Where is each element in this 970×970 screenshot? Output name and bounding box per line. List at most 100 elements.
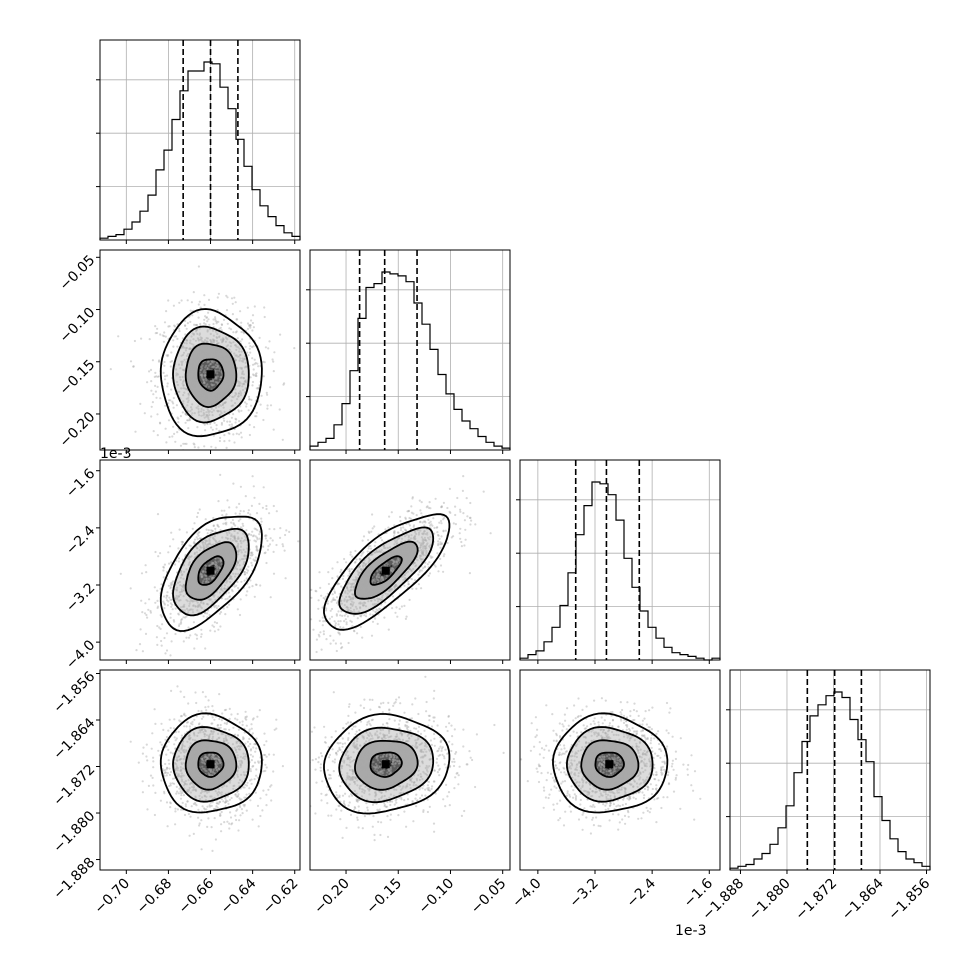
scatter-point	[233, 441, 236, 444]
scatter-point	[389, 578, 392, 581]
scatter-point	[439, 519, 443, 523]
scatter-point	[234, 301, 237, 304]
scatter-point	[414, 579, 417, 582]
scatter-point	[210, 554, 213, 557]
scatter-point	[211, 732, 214, 736]
scatter-point	[171, 400, 174, 403]
scatter-point	[206, 589, 209, 592]
scatter-point	[395, 559, 398, 563]
scatter-point	[294, 655, 296, 657]
scatter-point	[251, 380, 255, 384]
scatter-point	[376, 622, 379, 626]
scatter-point	[190, 749, 193, 752]
scatter-point	[348, 595, 351, 598]
scatter-point	[184, 349, 187, 352]
scatter-point	[199, 396, 202, 399]
scatter-point	[251, 363, 255, 366]
scatter-point	[204, 351, 207, 355]
scatter-point	[217, 392, 220, 395]
scatter-point	[216, 366, 219, 369]
scatter-point	[208, 344, 211, 347]
scatter-point	[188, 734, 191, 737]
scatter-point	[170, 605, 173, 608]
scatter-point	[370, 553, 373, 557]
scatter-point	[217, 749, 220, 752]
scatter-point	[242, 510, 245, 513]
scatter-point	[223, 762, 227, 765]
scatter-point	[406, 728, 409, 731]
scatter-point	[204, 389, 207, 392]
scatter-point	[183, 369, 186, 372]
scatter-point	[185, 442, 188, 445]
scatter-point	[223, 440, 226, 443]
scatter-point	[224, 387, 227, 390]
scatter-point	[180, 772, 183, 775]
scatter-point	[182, 584, 185, 587]
scatter-point	[204, 377, 207, 380]
scatter-point	[203, 782, 206, 786]
scatter-point	[178, 599, 181, 602]
scatter-point	[187, 609, 190, 612]
scatter-point	[207, 555, 210, 558]
scatter-point	[351, 593, 354, 596]
scatter-point	[204, 790, 207, 793]
scatter-point	[258, 530, 261, 533]
scatter-point	[207, 416, 210, 420]
scatter-point	[343, 614, 346, 617]
scatter-point	[403, 573, 406, 576]
scatter-point	[187, 586, 190, 589]
scatter-point	[165, 441, 168, 444]
scatter-point	[207, 451, 209, 453]
scatter-point	[241, 780, 244, 783]
scatter-point	[214, 762, 217, 766]
scatter-point	[151, 401, 154, 404]
scatter-point	[198, 742, 201, 745]
scatter-point	[249, 557, 252, 560]
scatter-point	[196, 601, 199, 604]
scatter-point	[181, 345, 184, 348]
scatter-point	[413, 535, 416, 539]
scatter-point	[167, 419, 171, 422]
scatter-point	[223, 740, 226, 743]
scatter-point	[252, 345, 255, 348]
scatter-point	[204, 323, 207, 326]
scatter-point	[223, 587, 226, 590]
scatter-point	[191, 750, 194, 753]
scatter-point	[368, 590, 372, 593]
scatter-point	[180, 778, 184, 781]
scatter-point	[156, 589, 159, 592]
scatter-point	[247, 565, 250, 568]
scatter-point	[218, 567, 221, 570]
scatter-point	[502, 751, 505, 755]
scatter-point	[166, 385, 169, 388]
scatter-point	[363, 604, 366, 607]
scatter-point	[238, 380, 241, 384]
scatter-point	[437, 544, 440, 547]
scatter-point	[201, 374, 204, 377]
scatter-point	[442, 529, 445, 532]
scatter-point	[242, 771, 245, 774]
scatter-point	[209, 780, 212, 783]
scatter-point	[204, 556, 207, 560]
scatter-point	[317, 599, 320, 602]
scatter-point	[181, 360, 184, 363]
scatter-point	[220, 777, 224, 780]
scatter-point	[233, 575, 237, 578]
scatter-point	[365, 580, 368, 583]
scatter-point	[204, 754, 207, 757]
scatter-point	[168, 767, 171, 770]
scatter-point	[209, 549, 212, 552]
scatter-point	[193, 752, 196, 755]
scatter-point	[244, 495, 247, 498]
scatter-point	[231, 381, 234, 384]
scatter-point	[190, 781, 193, 785]
scatter-point	[354, 560, 357, 564]
scatter-point	[407, 749, 410, 752]
scatter-point	[163, 360, 166, 364]
scatter-point	[179, 720, 182, 723]
scatter-point	[420, 569, 423, 572]
scatter-point	[306, 613, 308, 615]
scatter-point	[377, 598, 380, 601]
scatter-point	[207, 757, 210, 760]
scatter-point	[192, 732, 196, 736]
